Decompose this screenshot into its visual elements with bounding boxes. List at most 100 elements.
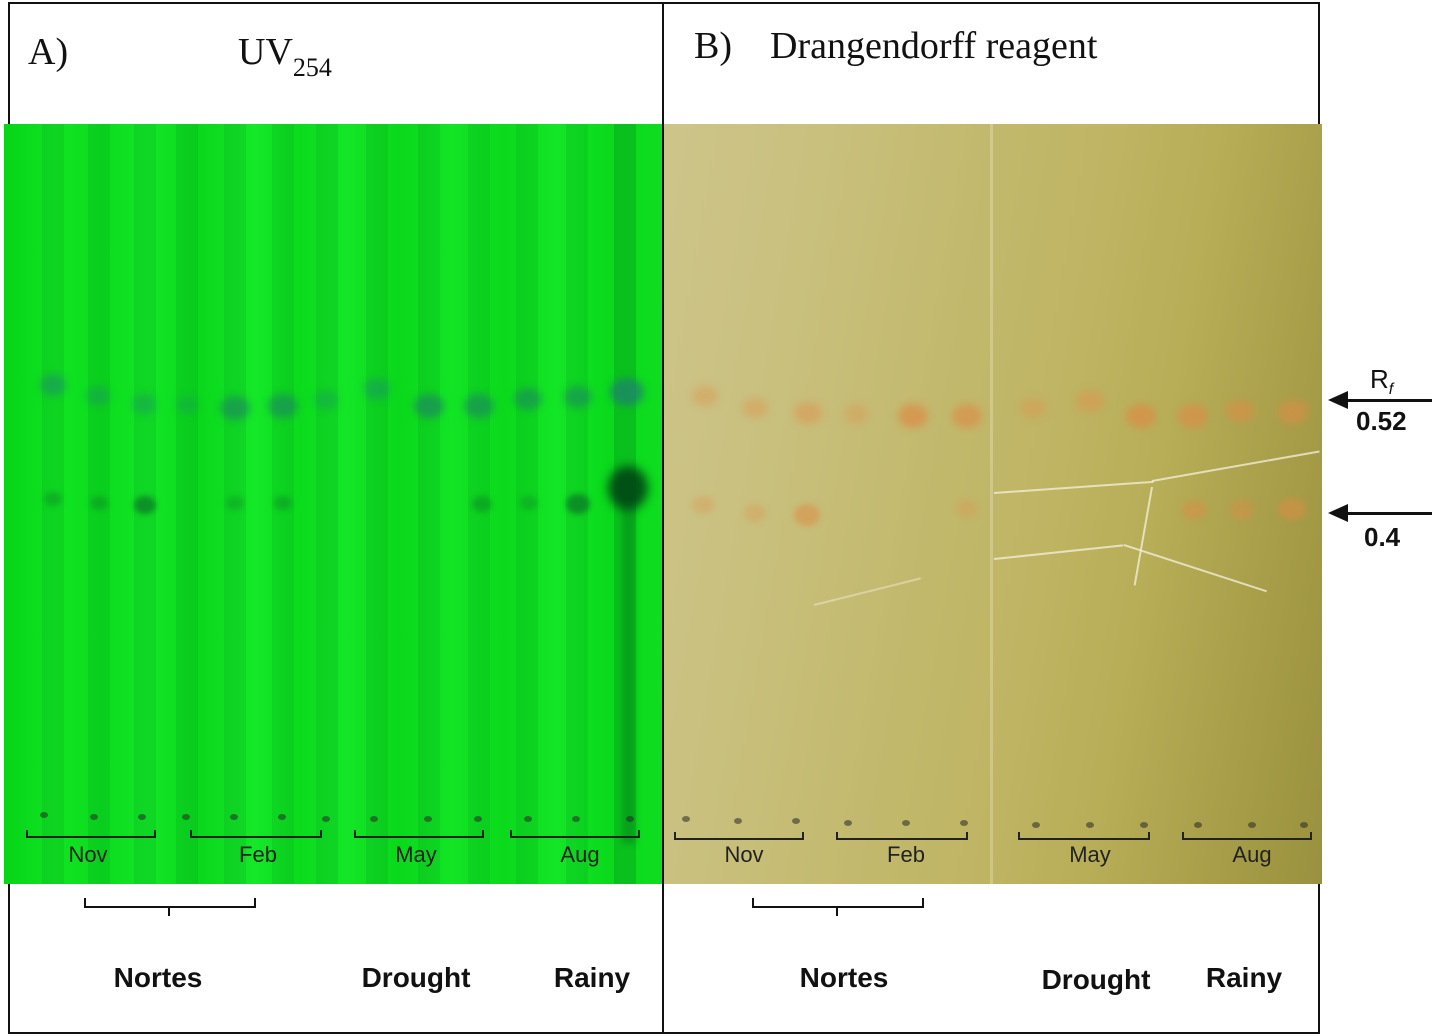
rf-value-040: 0.4 <box>1364 522 1401 552</box>
dragendorff-spot-rf052 <box>844 404 868 424</box>
panel-a-title-main: UV <box>238 31 293 73</box>
uv-plate-photo: Nov Feb May Aug <box>4 124 662 884</box>
origin-mark <box>626 816 634 822</box>
origin-mark <box>734 818 742 824</box>
uv-spot-rf040 <box>608 466 648 510</box>
lane-group-bracket <box>354 830 484 838</box>
dragendorff-spot-rf052 <box>1278 400 1308 424</box>
season-rainy: Rainy <box>553 962 631 993</box>
season-nortes: Nortes <box>799 962 889 993</box>
plate-crack <box>813 577 921 606</box>
origin-mark <box>40 812 48 818</box>
month-label: Feb <box>887 842 925 867</box>
uv-spot-rf052 <box>40 374 66 396</box>
dragendorff-spot-rf052 <box>1020 398 1046 418</box>
panel-a-title: UV254 <box>238 30 332 83</box>
nortes-brace-tip <box>168 908 170 916</box>
season-drought: Drought <box>361 962 471 993</box>
rf-052-arrow-line <box>1346 399 1432 402</box>
lane-group-bracket <box>836 832 968 840</box>
uv-spot-rf040 <box>472 496 492 512</box>
uv-lane <box>272 124 294 884</box>
uv-streak <box>622 504 636 844</box>
origin-mark <box>138 814 146 820</box>
dragendorff-spot-rf052 <box>1126 404 1156 428</box>
month-label: Nov <box>724 842 764 867</box>
season-rainy: Rainy <box>1205 962 1283 993</box>
panel-b-label: B) <box>694 25 732 67</box>
dragendorff-spot-rf040 <box>794 504 820 526</box>
lane-group-bracket <box>510 830 640 838</box>
dragendorff-spot-rf040 <box>744 504 766 522</box>
dragendorff-spot-rf052 <box>898 404 928 428</box>
uv-lane <box>42 124 64 884</box>
month-label: Feb <box>239 842 277 867</box>
origin-mark <box>792 818 800 824</box>
origin-mark <box>524 816 532 822</box>
origin-mark <box>1032 822 1040 828</box>
origin-mark <box>1086 822 1094 828</box>
month-label: Nov <box>68 842 108 867</box>
panel-b-title: Drangendorff reagent <box>770 25 1098 67</box>
uv-lane <box>88 124 110 884</box>
dragendorff-spot-rf052 <box>1178 404 1208 428</box>
uv-spot-rf040 <box>90 496 108 510</box>
dragendorff-spot-rf052 <box>1226 400 1254 422</box>
uv-spot-rf052 <box>464 394 494 418</box>
uv-spot-rf052 <box>514 388 542 410</box>
rf-value-052: 0.52 <box>1356 406 1407 436</box>
rf-symbol-sub: f <box>1388 381 1394 399</box>
plate-crack <box>1151 450 1320 482</box>
origin-mark <box>1248 822 1256 828</box>
uv-spot-rf052 <box>610 378 644 406</box>
month-label: Aug <box>560 842 600 867</box>
origin-mark <box>424 816 432 822</box>
lane-group-bracket <box>1018 832 1150 840</box>
dragendorff-spot-rf040 <box>1182 500 1206 520</box>
uv-spot-rf040 <box>520 496 538 510</box>
rf-052-arrow-icon <box>1328 391 1348 409</box>
origin-mark <box>960 820 968 826</box>
origin-mark <box>1300 822 1308 828</box>
uv-spot-rf052 <box>86 386 110 406</box>
dragendorff-spot-rf052 <box>742 398 768 418</box>
dragendorff-spot-rf052 <box>1076 390 1104 412</box>
nortes-brace <box>752 898 924 908</box>
plate-crack <box>1123 544 1267 593</box>
dragendorff-spot-rf052 <box>692 386 718 406</box>
panel-a-label: A) <box>28 31 69 73</box>
origin-mark <box>278 814 286 820</box>
dragendorff-spot-rf052 <box>794 402 822 424</box>
origin-mark <box>474 816 482 822</box>
uv-lane <box>366 124 388 884</box>
origin-mark <box>230 814 238 820</box>
rf-symbol: Rf <box>1370 364 1393 399</box>
plate-shadow <box>990 124 993 884</box>
lane-group-bracket <box>26 830 156 838</box>
month-label: Aug <box>1232 842 1272 867</box>
nortes-brace <box>84 898 256 908</box>
dragendorff-spot-rf040 <box>1230 500 1254 520</box>
origin-mark <box>902 820 910 826</box>
season-drought: Drought <box>1041 964 1151 995</box>
uv-spot-rf040 <box>274 496 292 510</box>
dragendorff-spot-rf052 <box>952 404 982 428</box>
dragendorff-spot-rf040 <box>956 500 978 518</box>
uv-spot-rf052 <box>564 386 592 408</box>
origin-mark <box>182 814 190 820</box>
uv-lane <box>176 124 198 884</box>
origin-mark <box>1194 822 1202 828</box>
panel-a-title-sub: 254 <box>292 53 332 82</box>
origin-mark <box>322 816 330 822</box>
origin-mark <box>1140 822 1148 828</box>
uv-spot-rf040 <box>226 496 244 510</box>
uv-spot-rf052 <box>414 394 444 418</box>
uv-spot-rf040 <box>566 494 590 514</box>
dragendorff-spot-rf040 <box>692 496 714 514</box>
rf-symbol-main: R <box>1370 364 1389 394</box>
origin-mark <box>682 816 690 822</box>
rf-040-arrow-icon <box>1328 504 1348 522</box>
origin-mark <box>572 816 580 822</box>
origin-mark <box>844 820 852 826</box>
